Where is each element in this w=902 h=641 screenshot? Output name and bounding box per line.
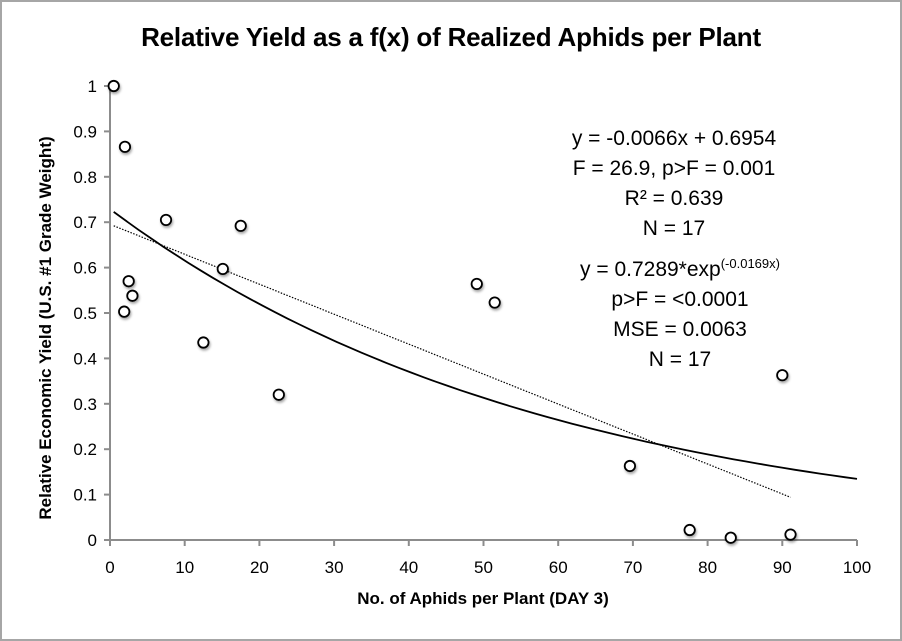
fit-lines (113, 211, 858, 498)
data-point-marker (272, 388, 285, 401)
x-tick-label: 50 (474, 558, 493, 577)
data-point-marker (623, 459, 637, 473)
linear-fit-annotation: y = -0.0066x + 0.6954 F = 26.9, p>F = 0.… (572, 124, 776, 244)
data-point-marker (234, 219, 247, 232)
y-tick-label: 0.6 (73, 259, 97, 278)
chart-title: Relative Yield as a f(x) of Realized Aph… (141, 22, 761, 52)
x-axis-label: No. of Aphids per Plant (DAY 3) (357, 589, 609, 608)
x-tick-label: 80 (698, 558, 717, 577)
data-point-marker (683, 523, 696, 537)
y-tick-label: 0.1 (73, 486, 97, 505)
linear-f-stat: F = 26.9, p>F = 0.001 (572, 157, 776, 180)
data-point-marker (776, 369, 789, 382)
data-point-marker (118, 305, 131, 318)
data-point-marker (126, 289, 139, 302)
y-tick-label: 0.5 (73, 304, 97, 323)
y-tick-label: 0.7 (73, 213, 97, 232)
axes: 00.10.20.30.40.50.60.70.80.910 10 20 30 40 50… (73, 77, 871, 577)
linear-r-squared: R² = 0.639 (624, 187, 724, 210)
y-tick-label: 0.8 (73, 168, 97, 187)
exp-mse: MSE = 0.0063 (613, 318, 747, 341)
data-point-marker (724, 531, 737, 544)
data-point-marker (216, 262, 229, 276)
data-point-marker (159, 213, 173, 227)
x-tick-label: 100 (843, 558, 871, 577)
exp-fit-annotation: y = 0.7289*exp(-0.0169x) p>F = <0.0001 M… (580, 255, 780, 375)
linear-equation: y = -0.0066x + 0.6954 (571, 127, 777, 150)
exp-equation: y = 0.7289*exp(-0.0169x) (580, 255, 780, 285)
y-tick-label: 0.3 (73, 395, 97, 414)
linear-n: N = 17 (642, 217, 706, 240)
x-tick-label: 20 (250, 558, 269, 577)
data-point-marker (488, 296, 501, 309)
data-point-marker (784, 528, 797, 541)
data-points (107, 79, 797, 544)
x-tick-label: 10 (175, 558, 194, 577)
x-tick-label: 70 (623, 558, 642, 577)
data-point-marker (470, 277, 483, 291)
y-tick-label: 0.4 (73, 349, 97, 368)
x-tick-label: 60 (549, 558, 568, 577)
exp-n: N = 17 (648, 348, 712, 371)
exponential-fit-line (113, 211, 858, 480)
x-tick-label: 90 (773, 558, 792, 577)
y-tick-label: 0.2 (73, 440, 97, 459)
x-tick-label: 0 (105, 558, 114, 577)
exp-equation-base: y = 0.7289*exp (580, 258, 721, 281)
data-point-marker (122, 275, 135, 288)
y-axis-label: Relative Economic Yield (U.S. #1 Grade W… (36, 136, 55, 520)
x-tick-label: 40 (399, 558, 418, 577)
data-point-marker (197, 336, 210, 349)
exp-p-value: p>F = <0.0001 (611, 288, 749, 311)
y-tick-label: 0 (88, 531, 97, 550)
data-point-marker (107, 79, 120, 93)
x-tick-label: 30 (325, 558, 344, 577)
y-tick-label: 1 (88, 77, 97, 96)
y-tick-label: 0.9 (73, 122, 97, 141)
exp-equation-exponent: (-0.0169x) (720, 256, 780, 271)
data-point-marker (118, 140, 132, 153)
